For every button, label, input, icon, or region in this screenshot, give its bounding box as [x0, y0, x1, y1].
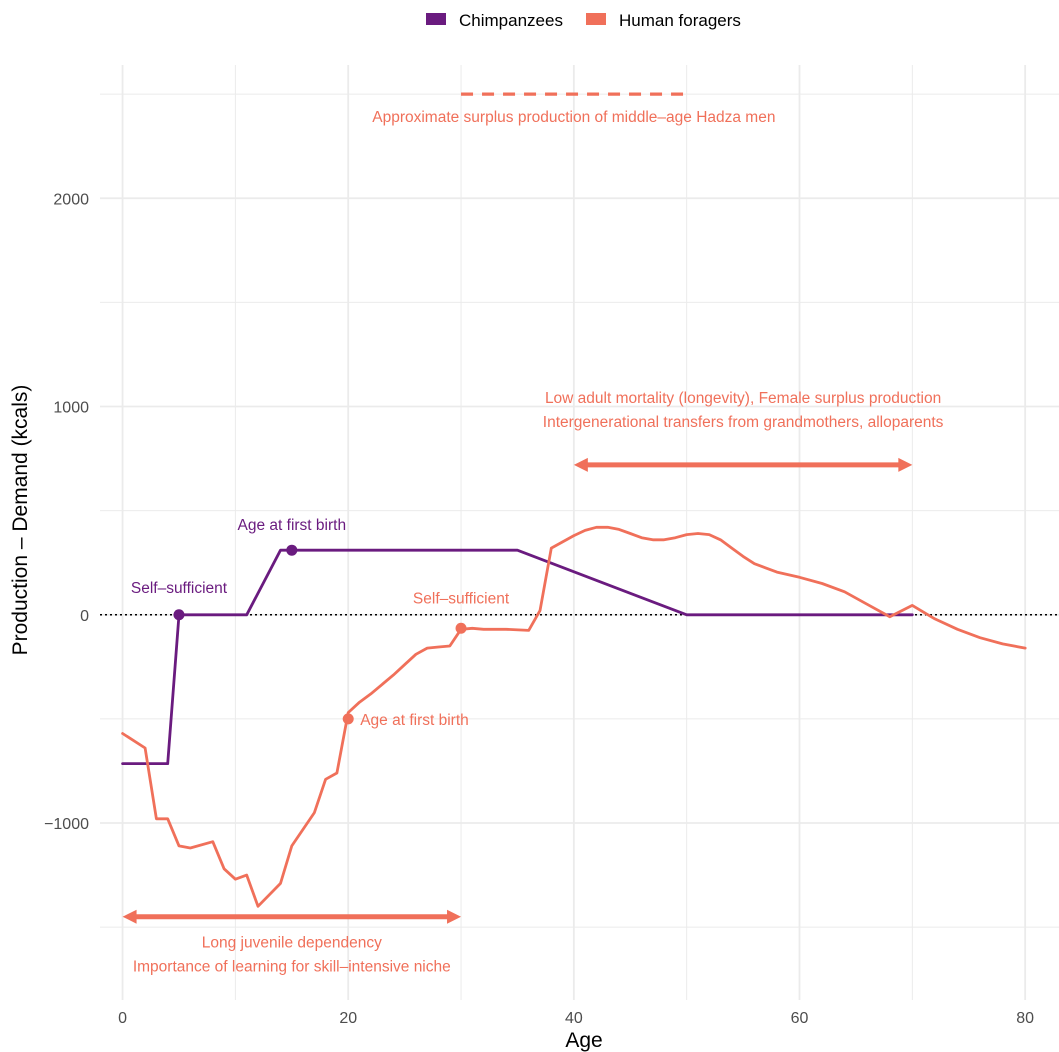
arrow-head-left	[122, 909, 137, 924]
series-lines	[121, 525, 1027, 908]
point-chimpanzees-age-at-first-birth	[286, 544, 298, 556]
arrow-head-right	[447, 909, 462, 924]
annotation-segments	[122, 92, 913, 924]
legend-label-human-foragers: Human foragers	[619, 11, 741, 30]
x-tick-label: 60	[791, 1010, 809, 1027]
legend-label-chimpanzees: Chimpanzees	[459, 11, 563, 30]
point-human-foragers-self-sufficient	[455, 622, 467, 634]
y-tick-label: 1000	[53, 400, 89, 417]
y-tick-label: 0	[80, 608, 89, 625]
x-tick-label: 80	[1016, 1010, 1034, 1027]
x-tick-label: 20	[339, 1010, 357, 1027]
segment-label: Low adult mortality (longevity), Female …	[545, 390, 941, 407]
segment-label: Importance of learning for skill–intensi…	[133, 959, 451, 976]
point-label: Age at first birth	[360, 712, 469, 729]
x-tick-label: 40	[565, 1010, 583, 1027]
point-label: Age at first birth	[238, 517, 347, 534]
x-tick-label: 0	[118, 1010, 127, 1027]
series-line-chimpanzees	[121, 548, 914, 765]
point-label: Self–sufficient	[413, 590, 510, 607]
point-label: Self–sufficient	[131, 580, 228, 597]
x-axis-title: Age	[565, 1029, 602, 1052]
segment-label: Long juvenile dependency	[202, 935, 382, 952]
annotation-labels: Self–sufficient Age at first birth Self–su…	[131, 109, 944, 976]
legend-swatch-human-foragers	[586, 13, 606, 25]
point-human-foragers-age-at-first-birth	[342, 713, 354, 725]
segment-label: Intergenerational transfers from grandmo…	[543, 414, 944, 431]
highlight-points	[173, 544, 467, 725]
y-axis-title: Production – Demand (kcals)	[9, 385, 32, 656]
legend-swatch-chimpanzees	[426, 13, 446, 25]
point-chimpanzees-self-sufficient	[173, 609, 185, 621]
legend: Chimpanzees Human foragers	[426, 11, 741, 30]
y-tick-label: 2000	[53, 191, 89, 208]
axis-ticks: 0 20 40 60 80 −1000 0 1000 2000	[44, 191, 1034, 1027]
series-line-human-foragers	[121, 525, 1027, 908]
y-tick-label: −1000	[44, 816, 89, 833]
arrow-head-right	[898, 457, 913, 472]
segment-label: Approximate surplus production of middle…	[372, 109, 775, 126]
arrow-head-left	[573, 457, 588, 472]
